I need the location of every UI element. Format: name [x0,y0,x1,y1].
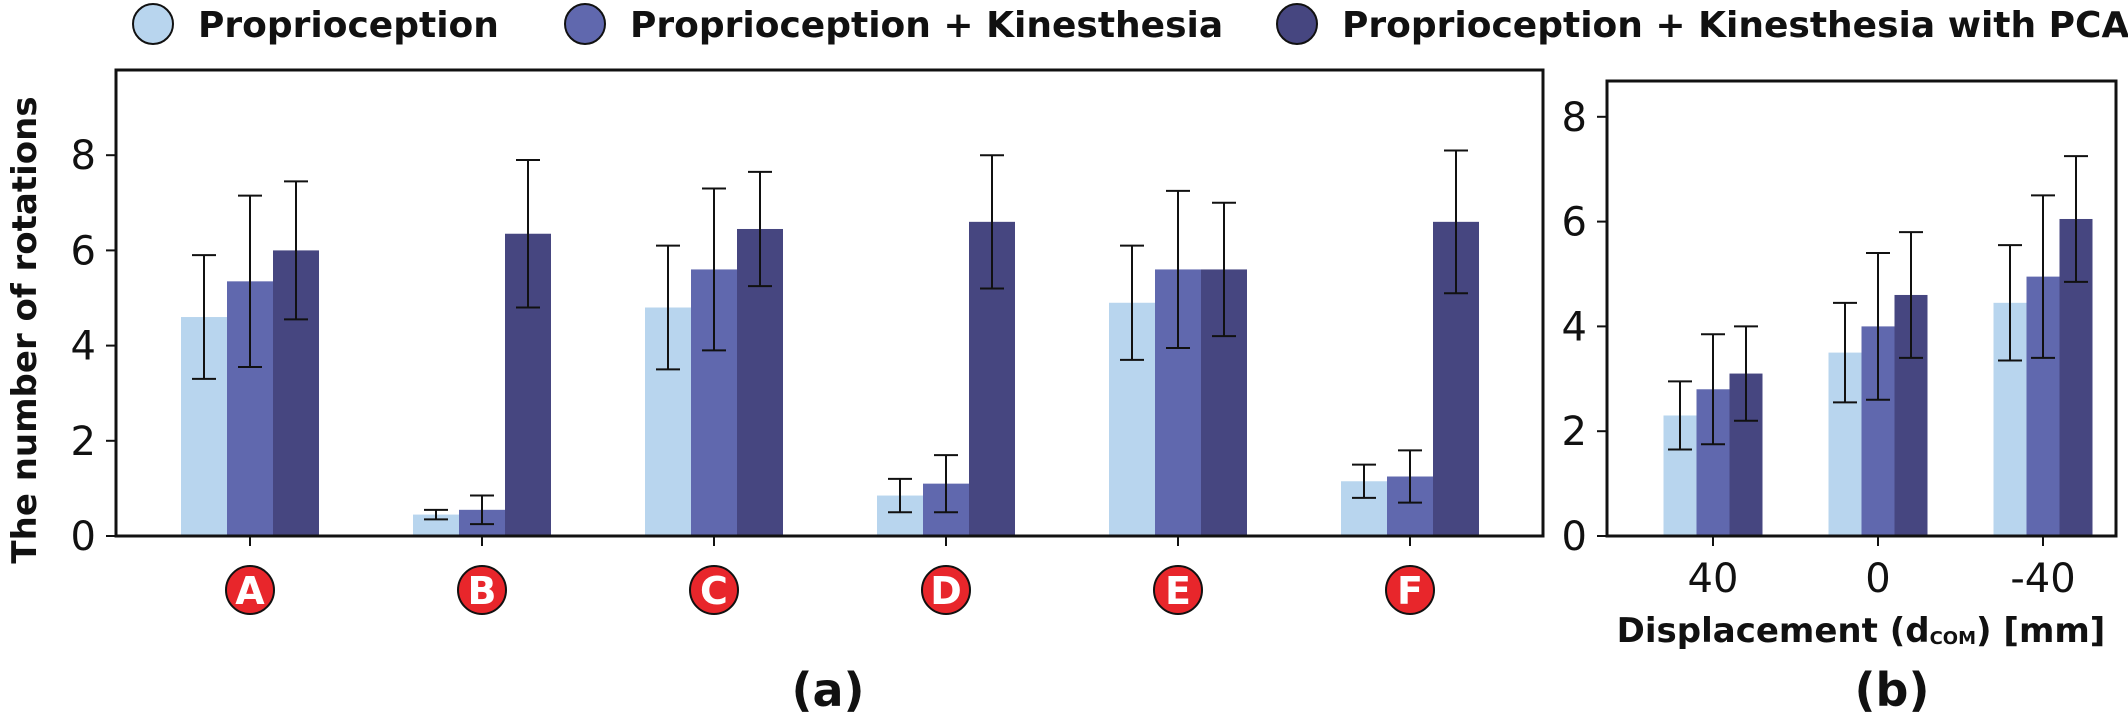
panel-a-chart: The number of rotations 0 2 4 6 8 A B C D E F (a) [5,68,1545,717]
y-tick-label: 0 [1562,514,1587,560]
x-tick-label: 40 [1688,556,1739,602]
legend-label: Proprioception + Kinesthesia with PCA [1342,5,2128,46]
y-tick-label: 8 [71,133,96,179]
legend-item-proprioception: Proprioception [132,3,499,46]
y-tick-label: 6 [1562,200,1587,246]
panel-caption: (a) [791,663,864,717]
x-axis-title-sub: COM [1930,628,1976,649]
legend-swatch [132,3,174,45]
plot-frame [1605,79,2118,538]
panel-b-chart: 0 2 4 6 8 40 0 -40 Displacement (dCOM) [mm] (b) [1562,79,2118,717]
legend: Proprioception Proprioception + Kinesthe… [132,3,2128,46]
x-tick-label: D [930,569,962,613]
category-badge [921,565,971,615]
panel-a-marks: 0 2 4 6 8 A B C D E F [71,133,1479,615]
category-badge [225,565,275,615]
panel-caption: (b) [1855,663,1930,717]
x-tick-label: C [700,569,728,613]
plot-frame [114,68,1545,538]
x-axis-title: Displacement (dCOM) [mm] [1617,611,2106,651]
category-badge [689,565,739,615]
y-tick-label: 4 [71,324,96,370]
legend-item-proprioception-kinesthesia-pca: Proprioception + Kinesthesia with PCA [1276,3,2128,46]
legend-label: Proprioception + Kinesthesia [630,5,1223,46]
y-tick-label: 2 [71,419,96,465]
y-tick-label: 2 [1562,409,1587,455]
legend-item-proprioception-kinesthesia: Proprioception + Kinesthesia [564,3,1223,46]
x-tick-label: -40 [2010,556,2075,602]
panel-b-marks: 0 2 4 6 8 40 0 -40 [1562,95,2093,602]
legend-swatch [1276,3,1318,45]
x-tick-label: 0 [1865,556,1890,602]
y-tick-label: 8 [1562,95,1587,141]
category-badge [1385,565,1435,615]
x-tick-label: F [1397,569,1423,613]
category-badge [457,565,507,615]
y-tick-label: 0 [71,514,96,560]
category-badge [1153,565,1203,615]
x-tick-label: E [1165,569,1191,613]
y-tick-label: 4 [1562,304,1587,350]
y-axis-title: The number of rotations [5,96,45,563]
x-axis-title-prefix: Displacement (d [1617,611,1930,651]
x-tick-label: A [235,569,265,613]
legend-swatch [564,3,606,45]
legend-label: Proprioception [198,5,499,46]
y-tick-label: 6 [71,228,96,274]
x-axis-title-suffix: ) [mm] [1976,611,2105,651]
x-tick-label: B [468,569,497,613]
